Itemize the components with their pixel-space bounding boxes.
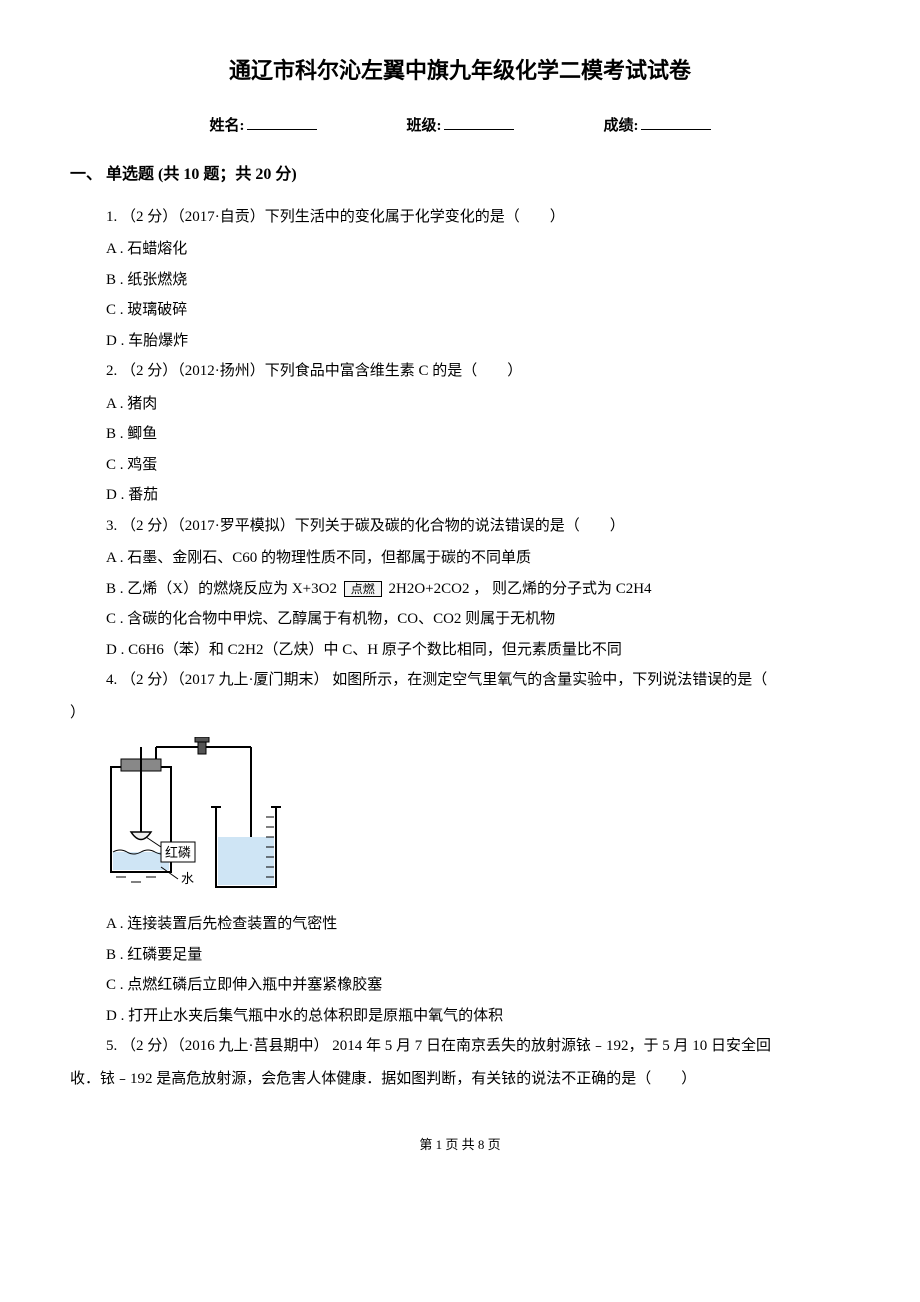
q2-opt-d: D . 番茄 xyxy=(106,481,850,510)
class-blank[interactable] xyxy=(444,114,514,130)
q1-opt-d: D . 车胎爆炸 xyxy=(106,327,850,356)
student-info-row: 姓名: 班级: 成绩: xyxy=(70,112,850,141)
q5-stem-b: 收．铱﹣192 是高危放射源，会危害人体健康．据如图判断，有关铱的说法不正确的是… xyxy=(70,1065,850,1094)
q1-opt-b: B . 纸张燃烧 xyxy=(106,266,850,295)
fig-label-hp: 红磷 xyxy=(165,845,191,860)
doc-title: 通辽市科尔沁左翼中旗九年级化学二模考试试卷 xyxy=(70,50,850,92)
q3-opt-b: B . 乙烯（X）的燃烧反应为 X+3O2 点燃 2H2O+2CO2 ， 则乙烯… xyxy=(106,575,850,604)
score-label: 成绩: xyxy=(604,112,639,141)
page-footer: 第 1 页 共 8 页 xyxy=(70,1133,850,1158)
name-field: 姓名: xyxy=(210,112,317,141)
q2-opt-a: A . 猪肉 xyxy=(106,390,850,419)
apparatus-diagram-icon: 红磷 水 xyxy=(106,737,281,902)
q1-opt-c: C . 玻璃破碎 xyxy=(106,296,850,325)
q3-opt-c: C . 含碳的化合物中甲烷、乙醇属于有机物，CO、CO2 则属于无机物 xyxy=(106,605,850,634)
q3-stem: 3. （2 分）（2017·罗平模拟）下列关于碳及碳的化合物的说法错误的是（ ） xyxy=(106,512,850,541)
q5-stem-a: 5. （2 分）（2016 九上·莒县期中） 2014 年 5 月 7 日在南京… xyxy=(106,1032,850,1061)
q3-opt-b-post: 2H2O+2CO2 ， 则乙烯的分子式为 C2H4 xyxy=(385,581,652,597)
q2-opt-b: B . 鲫鱼 xyxy=(106,420,850,449)
class-label: 班级: xyxy=(407,112,442,141)
q4-stem-b: ） xyxy=(70,699,850,728)
q1-stem: 1. （2 分）（2017·自贡）下列生活中的变化属于化学变化的是（ ） xyxy=(106,203,850,232)
q4-opt-b: B . 红磷要足量 xyxy=(106,941,850,970)
name-blank[interactable] xyxy=(247,114,317,130)
q3-opt-b-pre: B . 乙烯（X）的燃烧反应为 X+3O2 xyxy=(106,581,341,597)
score-field: 成绩: xyxy=(604,112,711,141)
q4-stem-a: 4. （2 分）（2017 九上·厦门期末） 如图所示，在测定空气里氧气的含量实… xyxy=(106,666,850,695)
q2-stem: 2. （2 分）（2012·扬州）下列食品中富含维生素 C 的是（ ） xyxy=(106,357,850,386)
q3-opt-d: D . C6H6（苯）和 C2H2（乙炔）中 C、H 原子个数比相同，但元素质量… xyxy=(106,636,850,665)
q4-opt-c: C . 点燃红磷后立即伸入瓶中并塞紧橡胶塞 xyxy=(106,971,850,1000)
q2-opt-c: C . 鸡蛋 xyxy=(106,451,850,480)
q4-opt-d: D . 打开止水夹后集气瓶中水的总体积即是原瓶中氧气的体积 xyxy=(106,1002,850,1031)
q4-opt-a: A . 连接装置后先检查装置的气密性 xyxy=(106,910,850,939)
class-field: 班级: xyxy=(407,112,514,141)
score-blank[interactable] xyxy=(641,114,711,130)
q3-opt-a: A . 石墨、金刚石、C60 的物理性质不同，但都属于碳的不同单质 xyxy=(106,544,850,573)
name-label: 姓名: xyxy=(210,112,245,141)
ignite-icon: 点燃 xyxy=(344,581,382,597)
q4-figure: 红磷 水 xyxy=(106,737,850,902)
q1-opt-a: A . 石蜡熔化 xyxy=(106,235,850,264)
section-1-header: 一、 单选题 (共 10 题；共 20 分) xyxy=(70,160,850,190)
fig-label-water: 水 xyxy=(181,871,194,886)
